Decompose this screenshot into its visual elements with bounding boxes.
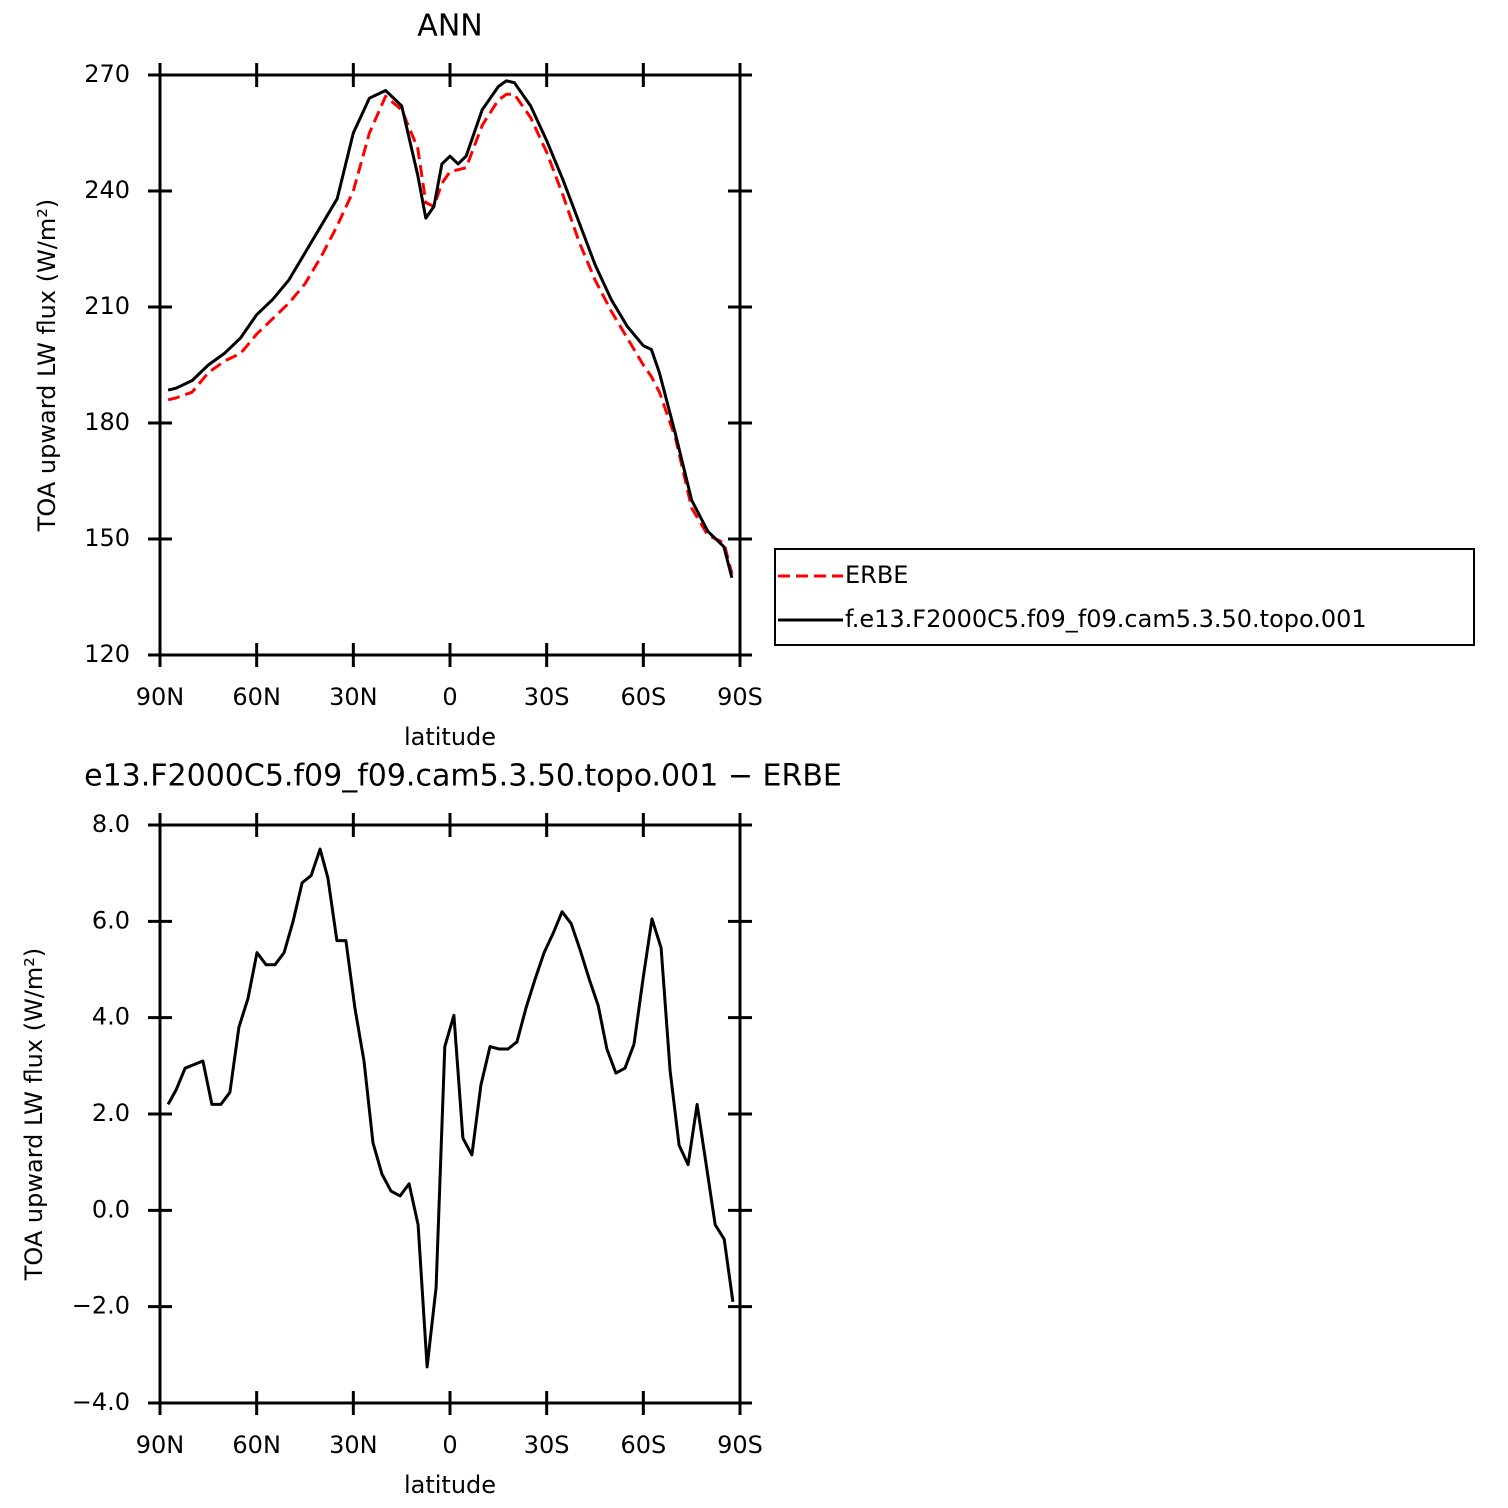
x-tick-label: 0 <box>442 683 457 711</box>
data-line <box>166 847 735 1369</box>
chart-title: e13.F2000C5.f09_f09.cam5.3.50.topo.001 −… <box>84 759 842 794</box>
y-tick-label: 4.0 <box>92 1003 130 1031</box>
x-tick-label: 30S <box>524 1431 570 1459</box>
plot-frame <box>158 73 742 657</box>
x-tick-label: 90S <box>717 683 763 711</box>
x-tick-label: 90N <box>136 683 185 711</box>
x-tick-label: 90N <box>136 1431 185 1459</box>
y-tick-label: 0.0 <box>92 1195 130 1223</box>
data-line <box>167 92 734 575</box>
x-tick-label: 60N <box>232 683 281 711</box>
y-tick-label: 6.0 <box>92 906 130 934</box>
y-tick-label: 240 <box>84 176 130 204</box>
x-tick-label: 60S <box>620 683 666 711</box>
y-tick-label: 270 <box>84 60 130 88</box>
chart-title: ANN <box>417 9 482 44</box>
legend-label: ERBE <box>845 561 908 589</box>
y-tick-label: −2.0 <box>72 1292 130 1320</box>
x-tick-label: 90S <box>717 1431 763 1459</box>
x-tick-label: 60S <box>620 1431 666 1459</box>
data-line <box>167 79 734 579</box>
x-tick-label: 60N <box>232 1431 281 1459</box>
legend-box <box>774 548 1475 646</box>
y-tick-label: 120 <box>84 640 130 668</box>
y-axis-label: TOA upward LW flux (W/m²) <box>33 199 61 533</box>
y-tick-label: 210 <box>84 292 130 320</box>
x-tick-label: 30N <box>329 1431 378 1459</box>
y-tick-label: 150 <box>84 524 130 552</box>
y-tick-label: −4.0 <box>72 1388 130 1416</box>
x-axis-label: latitude <box>404 1471 496 1499</box>
x-tick-label: 30S <box>524 683 570 711</box>
x-axis-label: latitude <box>404 723 496 751</box>
y-tick-label: 8.0 <box>92 810 130 838</box>
y-tick-label: 180 <box>84 408 130 436</box>
legend-label: f.e13.F2000C5.f09_f09.cam5.3.50.topo.001 <box>845 605 1367 633</box>
y-axis-label: TOA upward LW flux (W/m²) <box>20 948 48 1282</box>
x-tick-label: 30N <box>329 683 378 711</box>
y-tick-label: 2.0 <box>92 1099 130 1127</box>
x-tick-label: 0 <box>442 1431 457 1459</box>
plot-frame <box>158 823 742 1405</box>
